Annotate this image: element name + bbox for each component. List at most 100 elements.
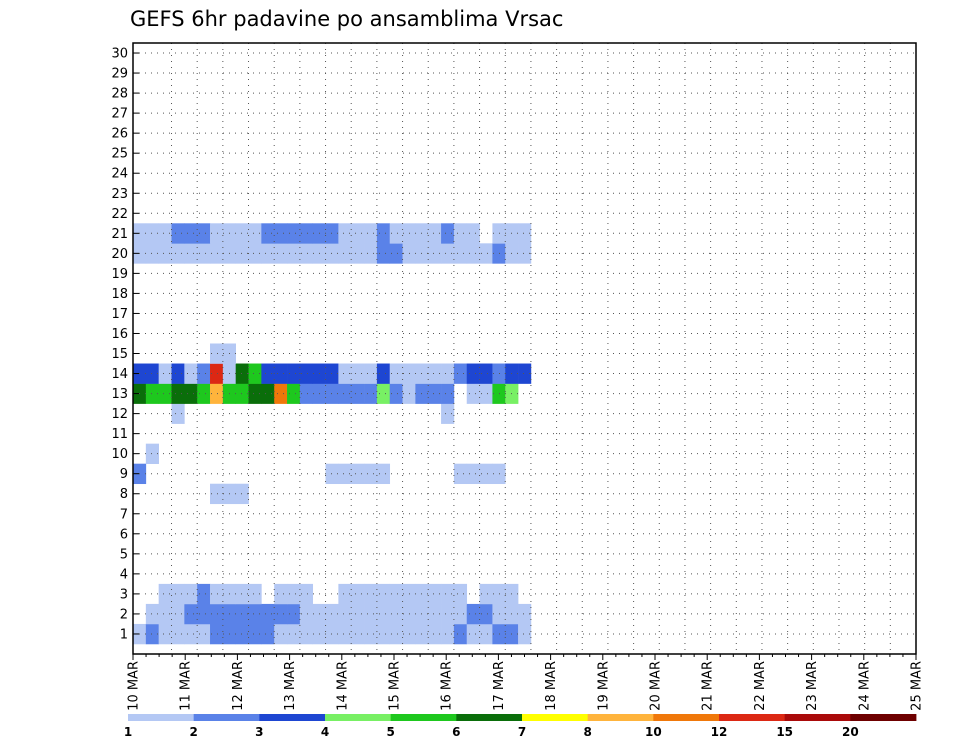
y-tick-label: 19 bbox=[111, 267, 128, 282]
precip-cell bbox=[287, 223, 301, 244]
precip-cell bbox=[441, 623, 455, 645]
precip-cell bbox=[466, 463, 480, 485]
y-tick-label: 23 bbox=[111, 187, 128, 202]
precip-cell bbox=[351, 243, 365, 264]
precip-cell bbox=[376, 223, 391, 244]
precip-cell bbox=[197, 603, 211, 625]
precip-cell bbox=[428, 383, 442, 404]
y-tick-label: 3 bbox=[120, 587, 128, 602]
precip-cell bbox=[453, 583, 468, 605]
precip-cell bbox=[145, 223, 159, 244]
grid-layer bbox=[133, 43, 916, 654]
precip-cell bbox=[171, 403, 185, 424]
precip-cell bbox=[235, 243, 249, 264]
colorbar-label: 3 bbox=[255, 725, 263, 739]
y-tick-label: 8 bbox=[120, 487, 128, 502]
precip-cell bbox=[197, 583, 211, 605]
precip-cell bbox=[299, 623, 314, 645]
precip-cell bbox=[453, 623, 468, 645]
x-tick-label: 25 MAR bbox=[910, 661, 925, 711]
precip-cell bbox=[351, 363, 365, 384]
precip-cell bbox=[184, 583, 198, 605]
colorbar: 1 2 3 4 5 6 7 8 10 12 15 20 bbox=[124, 714, 917, 739]
precip-cell bbox=[299, 603, 314, 625]
precip-cell bbox=[248, 243, 262, 264]
y-tick-label: 26 bbox=[111, 127, 128, 142]
y-tick-label: 9 bbox=[120, 467, 128, 482]
y-tick-label: 20 bbox=[111, 247, 128, 262]
precip-cell bbox=[158, 383, 172, 404]
y-tick-label: 5 bbox=[120, 547, 128, 562]
precip-cell bbox=[453, 243, 468, 264]
colorbar-swatch bbox=[325, 714, 392, 721]
precip-cell bbox=[325, 383, 339, 404]
y-tick-label: 6 bbox=[120, 527, 128, 542]
x-tick-label: 23 MAR bbox=[805, 661, 820, 711]
precip-cell bbox=[428, 623, 442, 645]
precip-cell bbox=[428, 223, 442, 244]
colorbar-label: 15 bbox=[776, 725, 793, 739]
y-tick-label: 28 bbox=[111, 87, 128, 102]
precip-cell bbox=[158, 603, 172, 625]
precip-cell bbox=[158, 623, 172, 645]
precip-cell bbox=[441, 363, 455, 384]
colorbar-label: 2 bbox=[189, 725, 197, 739]
colorbar-label: 20 bbox=[842, 725, 859, 739]
precip-cell bbox=[274, 383, 288, 404]
precip-cell bbox=[364, 603, 378, 625]
precip-cell bbox=[210, 223, 224, 244]
y-tick-label: 25 bbox=[111, 147, 128, 162]
precip-cell bbox=[287, 623, 301, 645]
precip-cell bbox=[299, 583, 314, 605]
y-tick-label: 14 bbox=[111, 367, 128, 382]
x-tick-label: 20 MAR bbox=[649, 661, 664, 711]
precip-cell bbox=[299, 383, 314, 404]
precip-cell bbox=[235, 483, 249, 505]
precip-cell bbox=[261, 603, 275, 625]
precip-cell bbox=[145, 383, 159, 404]
precip-cell bbox=[274, 223, 288, 244]
colorbar-swatch bbox=[522, 714, 589, 721]
y-tick-label: 21 bbox=[111, 227, 128, 242]
y-tick-label: 24 bbox=[111, 167, 128, 182]
y-tick-label: 15 bbox=[111, 347, 128, 362]
precip-cell bbox=[171, 243, 185, 264]
precip-cell bbox=[389, 623, 403, 645]
y-tick-label: 13 bbox=[111, 387, 128, 402]
precip-cell bbox=[428, 603, 442, 625]
colorbar-label: 5 bbox=[386, 725, 394, 739]
precip-cell bbox=[492, 463, 506, 485]
colorbar-swatch bbox=[456, 714, 523, 721]
precip-cell bbox=[274, 363, 288, 384]
precip-cell bbox=[492, 243, 506, 264]
x-tick-label: 14 MAR bbox=[335, 661, 350, 711]
x-tick-label: 11 MAR bbox=[179, 661, 194, 711]
precip-cell bbox=[210, 483, 224, 505]
precip-cell bbox=[518, 243, 532, 264]
precip-cell bbox=[171, 623, 185, 645]
y-tick-label: 18 bbox=[111, 287, 128, 302]
precip-cell bbox=[325, 223, 339, 244]
precip-cell bbox=[158, 223, 172, 244]
colorbar-swatch bbox=[719, 714, 786, 721]
precip-cell bbox=[261, 623, 275, 645]
precip-cell bbox=[364, 363, 378, 384]
precip-cell bbox=[287, 243, 301, 264]
precip-cell bbox=[210, 383, 224, 404]
precip-cell bbox=[479, 603, 493, 625]
precip-cell bbox=[171, 603, 185, 625]
colorbar-swatch bbox=[784, 714, 851, 721]
precip-cell bbox=[299, 243, 314, 264]
colorbar-label: 6 bbox=[452, 725, 460, 739]
precip-cell bbox=[210, 343, 224, 364]
precip-cell bbox=[274, 623, 288, 645]
precip-cell bbox=[441, 603, 455, 625]
precip-cell bbox=[197, 243, 211, 264]
precip-cell bbox=[158, 583, 172, 605]
y-axis: 1234567891011121314151617181920212223242… bbox=[111, 47, 139, 642]
precip-cell bbox=[492, 623, 506, 645]
precip-cell bbox=[274, 243, 288, 264]
precip-cell bbox=[466, 243, 480, 264]
cells-layer bbox=[133, 223, 532, 645]
precip-cell bbox=[210, 583, 224, 605]
